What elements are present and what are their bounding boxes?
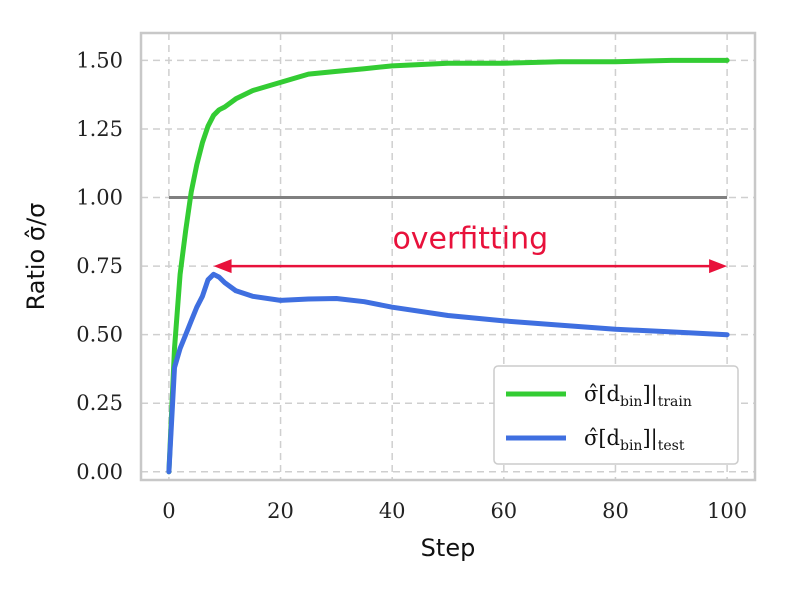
legend: σ̂[dbin]|train σ̂[dbin]|test [493,365,739,465]
x-tick-labels: 0 20 40 60 80 100 [162,499,747,523]
y-tick-label: 1.50 [76,48,123,72]
x-tick-label: 20 [267,499,294,523]
series-line-test [166,271,730,475]
plot-frame [139,31,757,482]
y-tick-label: 0.50 [76,323,123,347]
y-tick-label: 0.75 [76,254,123,278]
x-tick-label: 80 [602,499,629,523]
y-tick-labels: 0.00 0.25 0.50 0.75 1.00 1.25 1.50 [76,48,123,483]
x-tick-label: 60 [490,499,517,523]
y-axis-title: Ratio σ̂/σ [22,203,50,311]
overfitting-arrow-head-right [709,259,728,274]
x-tick-label: 0 [162,499,175,523]
overfitting-arrow-head-left [213,259,232,274]
y-tick-label: 0.25 [76,391,123,415]
y-tick-label: 1.00 [76,186,123,210]
series-lines [166,57,730,475]
annotation-group: overfitting [213,222,728,274]
legend-label-test: σ̂[dbin]|test [584,426,685,454]
x-tick-label: 100 [707,499,747,523]
series-line-train [166,57,730,475]
overfitting-label: overfitting [392,222,548,257]
x-tick-label: 40 [379,499,406,523]
x-axis-title: Step [421,534,476,562]
legend-label-train: σ̂[dbin]|train [584,382,692,410]
y-tick-label: 1.25 [76,117,123,141]
y-tick-label: 0.00 [76,460,123,484]
